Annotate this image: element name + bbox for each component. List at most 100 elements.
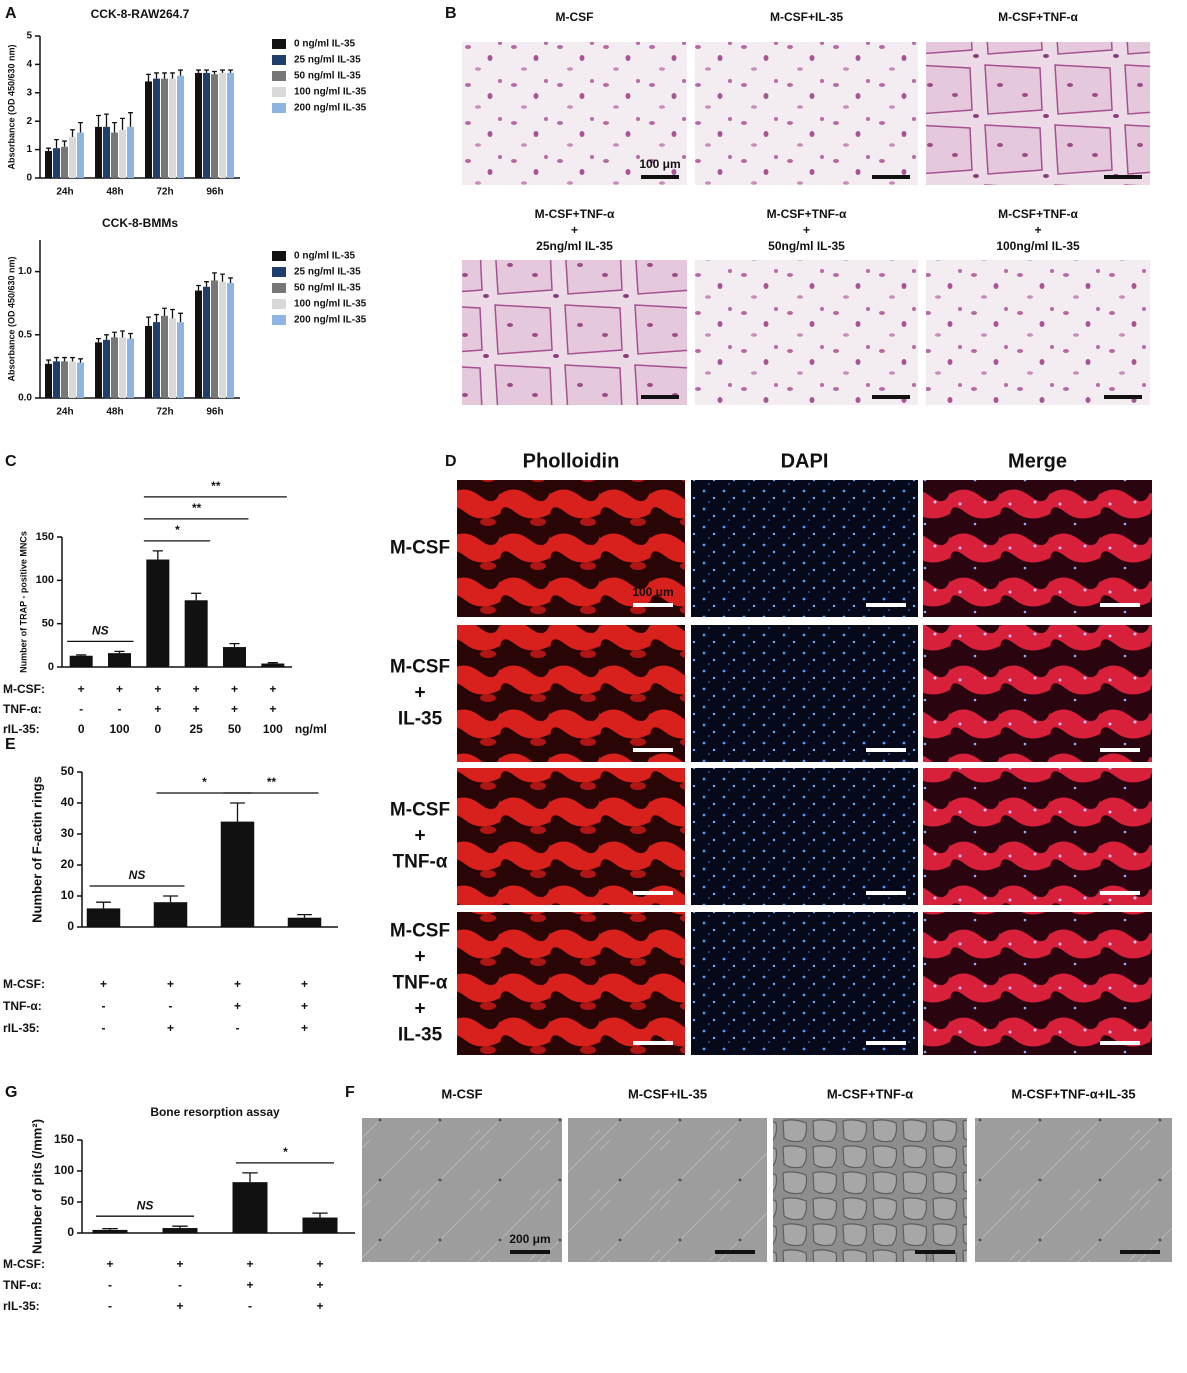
legend-label: 200 ng/ml IL-35 [294,103,367,114]
bar [169,78,176,178]
condition-value: - [108,1278,112,1292]
image-caption: M-CSF+TNF-α [998,10,1078,24]
image-caption: M-CSF+TNF-α [535,207,615,221]
legend-label: 200 ng/ml IL-35 [294,315,367,326]
row-label: M-CSF [390,921,450,942]
error-bar [229,642,240,648]
condition-value: + [106,1257,113,1271]
error-bar [96,337,101,343]
bar [111,337,118,398]
error-bar [54,356,59,362]
condition-value: - [118,702,122,716]
condition-name: rIL-35: [3,722,40,736]
y-tick-label: 0.5 [18,329,32,340]
panel-label: D [445,453,457,470]
x-tick-label: 72h [156,187,173,198]
condition-value: + [301,1021,308,1035]
condition-value: - [236,1021,240,1035]
y-axis-label: Absorbance (OD 450/630 nm) [6,44,16,169]
row-label: + [414,947,425,968]
significance-label: * [283,1145,289,1159]
bar [111,132,118,178]
condition-value: + [193,682,200,696]
micrograph [695,260,918,405]
condition-name: M-CSF: [3,682,45,696]
y-axis-label: Number of TRAP - positive MNCs [18,531,28,673]
x-tick-label: 72h [156,407,173,418]
condition-value: - [108,1299,112,1313]
y-tick-label: 50 [61,764,75,778]
y-tick-label: 4 [26,59,32,70]
fluorescence-image [457,625,685,762]
y-tick-label: 1.0 [18,266,32,277]
condition-value: - [248,1299,252,1313]
condition-name: rIL-35: [3,1299,40,1313]
bar [103,126,110,178]
chart-title: CCK-8-RAW264.7 [91,7,190,21]
bar [162,1228,198,1233]
x-tick-label: 96h [206,187,223,198]
bar [219,281,226,398]
image-caption: + [571,223,578,237]
condition-value: + [78,682,85,696]
condition-value: + [231,702,238,716]
condition-value: 100 [109,722,129,736]
fluorescence-image [923,912,1152,1055]
error-bar [154,72,159,79]
error-bar [267,662,278,664]
condition-value: + [100,977,107,991]
condition-name: TNF-α: [3,999,42,1013]
error-bar [112,331,117,338]
error-bar [228,277,233,283]
row-label: TNF-α [393,973,448,994]
chart-title: CCK-8-BMMs [102,216,178,230]
condition-name: rIL-35: [3,1021,40,1035]
panel-label: A [5,5,17,22]
image-caption: + [803,223,810,237]
legend-swatch [272,315,286,325]
sem-image [568,1118,767,1262]
condition-name: TNF-α: [3,1278,42,1292]
sem-image [975,1118,1172,1262]
condition-name: M-CSF: [3,977,45,991]
condition-value: + [234,999,241,1013]
bar [153,902,188,927]
condition-value: + [231,682,238,696]
image-caption: M-CSF+IL-35 [628,1086,707,1101]
error-bar [162,72,167,79]
fluorescence-image [923,480,1152,617]
x-tick-label: 48h [106,187,123,198]
row-label: IL-35 [398,1025,443,1046]
y-axis-label: Number of pits (/mm²) [29,1119,44,1254]
error-bar [46,147,51,152]
scale-bar-label: 100 μm [632,585,673,599]
bar [261,663,285,667]
error-bar [230,802,245,822]
y-tick-label: 150 [54,1132,74,1146]
significance-label: ** [191,501,202,515]
bar [195,290,202,398]
bar [232,1182,268,1233]
bar [92,1229,128,1233]
row-label: TNF-α [393,852,448,873]
image-caption: 50ng/ml IL-35 [768,239,845,253]
error-bar [242,1172,258,1183]
column-header: Pholloidin [523,450,620,472]
error-bar [76,654,87,656]
error-bar [152,550,163,560]
bar [53,361,60,398]
bar [227,72,234,178]
condition-value: 50 [228,722,242,736]
error-bar [128,332,133,339]
y-tick-label: 0 [26,173,32,184]
y-tick-label: 40 [61,795,75,809]
y-tick-label: 30 [61,826,75,840]
error-bar [102,1228,118,1230]
bar [119,129,126,178]
error-bar [172,1225,188,1229]
bar [177,322,184,398]
y-tick-label: 0 [48,661,54,673]
error-bar [220,69,225,73]
image-caption: M-CSF [556,10,594,24]
condition-value: 0 [78,722,85,736]
